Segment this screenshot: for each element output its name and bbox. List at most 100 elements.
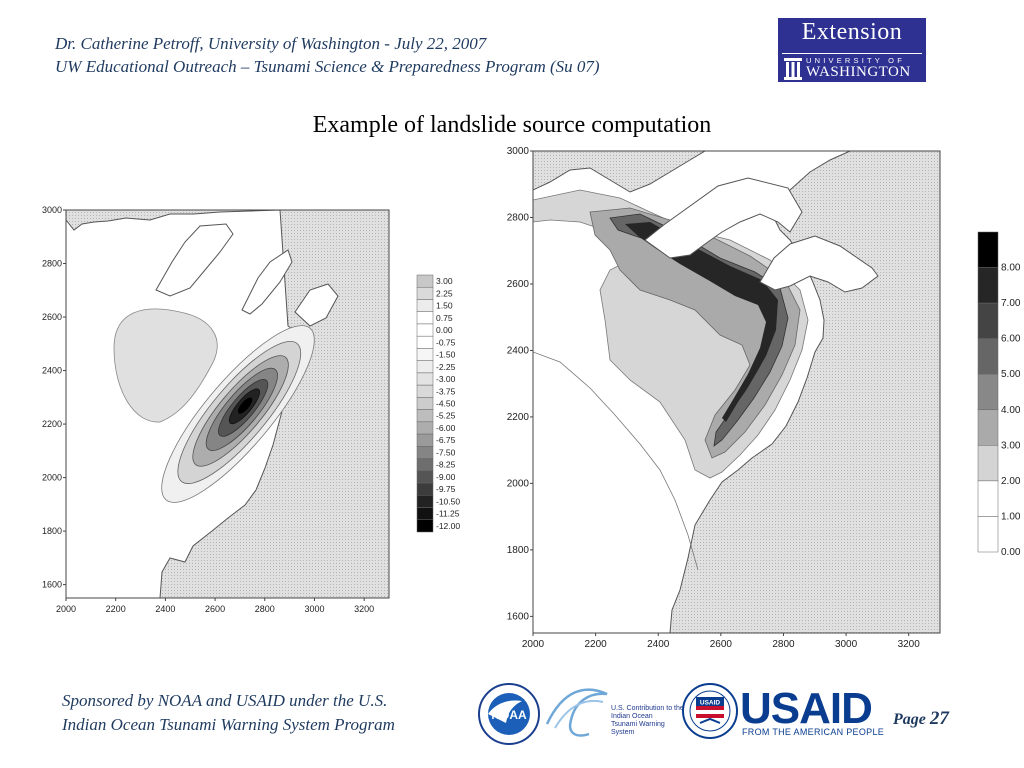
left-legend-label: 3.00 <box>436 276 453 286</box>
left-legend-label: -3.00 <box>436 374 456 384</box>
pillars-icon <box>784 58 802 80</box>
right-y-tick: 1800 <box>507 545 530 556</box>
left-legend-label: -5.25 <box>436 411 456 421</box>
right-y-tick: 2200 <box>507 412 530 423</box>
right-legend-label: 1.00 <box>1001 511 1021 522</box>
right-legend-swatch <box>977 409 999 446</box>
left-legend-label: -9.75 <box>436 484 456 494</box>
left-x-tick: 3000 <box>304 604 324 614</box>
left-legend-swatch <box>416 360 434 374</box>
extension-logo-university: UNIVERSITY OF <box>806 56 905 65</box>
left-legend-swatch <box>416 519 434 533</box>
right-legend-swatch <box>977 373 999 411</box>
left-legend-label: 0.75 <box>436 313 453 323</box>
left-legend-label: -6.75 <box>436 435 456 445</box>
right-y-tick: 2600 <box>507 279 530 290</box>
left-legend-swatch <box>416 348 434 361</box>
left-y-tick: 3000 <box>42 205 62 215</box>
left-x-tick: 2000 <box>56 604 76 614</box>
right-legend-swatch <box>977 302 999 339</box>
header-author-line: Dr. Catherine Petroff, University of Was… <box>55 34 487 53</box>
right-y-tick: 2800 <box>507 212 530 223</box>
left-legend-label: -11.25 <box>436 509 460 519</box>
slide-title: Example of landslide source computation <box>312 112 712 138</box>
right-legend-label: 3.00 <box>1001 440 1021 451</box>
right-legend-swatch <box>977 480 999 517</box>
right-x-tick: 2000 <box>522 639 545 650</box>
usaid-seal-text: USAID <box>700 700 721 707</box>
left-y-tick: 2400 <box>42 366 62 376</box>
left-legend-swatch <box>416 311 434 325</box>
right-legend-swatch <box>977 516 999 553</box>
left-legend-swatch <box>416 421 434 435</box>
left-legend-label: -10.50 <box>436 496 460 506</box>
extension-logo-washington: WASHINGTON <box>806 64 911 80</box>
left-y-tick: 2200 <box>42 419 62 429</box>
right-legend-label: 0.00 <box>1001 547 1021 558</box>
left-legend-swatch <box>416 274 434 288</box>
left-y-tick: 1600 <box>42 580 62 590</box>
left-legend-swatch <box>416 495 434 508</box>
right-legend-label: 8.00 <box>1001 263 1021 274</box>
left-legend-label: 1.50 <box>436 301 453 311</box>
usaid-tagline: FROM THE AMERICAN PEOPLE <box>742 727 885 737</box>
left-legend-swatch <box>416 335 434 349</box>
right-legend-label: 4.00 <box>1001 405 1021 416</box>
left-legend-swatch <box>416 446 434 459</box>
extension-logo-word: Extension <box>801 19 903 45</box>
right-y-tick: 3000 <box>507 146 530 157</box>
left-legend-label: 2.25 <box>436 288 453 298</box>
noaa-logo-icon: NOAA <box>478 683 540 745</box>
page-number-value: 27 <box>929 708 949 729</box>
landslide-source-plot: 3000 2800 2600 2400 2200 2000 1800 1600 2000 220… <box>42 205 460 614</box>
right-x-tick: 2200 <box>584 639 607 650</box>
right-x-tick: 3200 <box>898 639 921 650</box>
left-y-tick: 1800 <box>42 526 62 536</box>
right-legend-swatch <box>977 445 999 482</box>
left-x-tick: 3200 <box>354 604 374 614</box>
left-legend-swatch <box>416 458 434 472</box>
right-legend-swatch <box>977 338 999 375</box>
left-legend-swatch <box>416 286 434 300</box>
left-y-tick: 2800 <box>42 259 62 269</box>
left-legend-label: -6.00 <box>436 423 456 433</box>
left-legend-swatch <box>416 372 434 386</box>
right-legend-label: 5.00 <box>1001 369 1021 380</box>
footer-sponsor-line1: Sponsored by NOAA and USAID under the U.… <box>62 691 388 710</box>
noaa-logo-text: NOAA <box>491 708 527 722</box>
max-amplitude-plot: 3000 2800 2600 2400 2200 2000 1800 1600 2000 220… <box>507 146 1021 650</box>
right-legend-label: 6.00 <box>1001 334 1021 345</box>
footer-sponsor-line2: Indian Ocean Tsunami Warning System Prog… <box>62 715 395 734</box>
right-x-tick: 2800 <box>772 639 795 650</box>
left-y-tick: 2000 <box>42 473 62 483</box>
left-legend-swatch <box>416 507 434 521</box>
left-legend-swatch <box>416 409 434 423</box>
left-legend-label: -1.50 <box>436 350 456 360</box>
left-legend-label: -2.25 <box>436 362 456 372</box>
right-y-tick: 2000 <box>507 478 530 489</box>
right-y-tick: 2400 <box>507 345 530 356</box>
left-legend-swatch <box>416 470 434 484</box>
page-number: Page 27 <box>893 708 949 730</box>
left-legend-label: -9.00 <box>436 472 456 482</box>
left-x-tick: 2400 <box>155 604 175 614</box>
left-legend-swatch <box>416 433 434 447</box>
right-y-tick: 1600 <box>507 611 530 622</box>
usaid-wordmark: USAID <box>740 684 873 733</box>
right-legend-swatch <box>977 267 999 304</box>
header-program-line: UW Educational Outreach – Tsunami Scienc… <box>55 57 600 76</box>
left-legend-swatch <box>416 299 434 312</box>
left-x-tick: 2200 <box>106 604 126 614</box>
left-y-tick: 2600 <box>42 312 62 322</box>
left-legend-label: 0.00 <box>436 325 453 335</box>
left-legend-label: -7.50 <box>436 447 456 457</box>
right-x-tick: 3000 <box>835 639 858 650</box>
right-x-tick: 2400 <box>647 639 670 650</box>
uw-extension-logo: Extension UNIVERSITY OF WASHINGTON <box>778 18 926 82</box>
page-label: Page <box>893 711 926 728</box>
left-x-tick: 2600 <box>205 604 225 614</box>
left-legend-label: -0.75 <box>436 337 456 347</box>
left-legend-swatch <box>416 482 434 496</box>
left-legend-swatch <box>416 397 434 410</box>
left-legend-label: -8.25 <box>436 460 456 470</box>
